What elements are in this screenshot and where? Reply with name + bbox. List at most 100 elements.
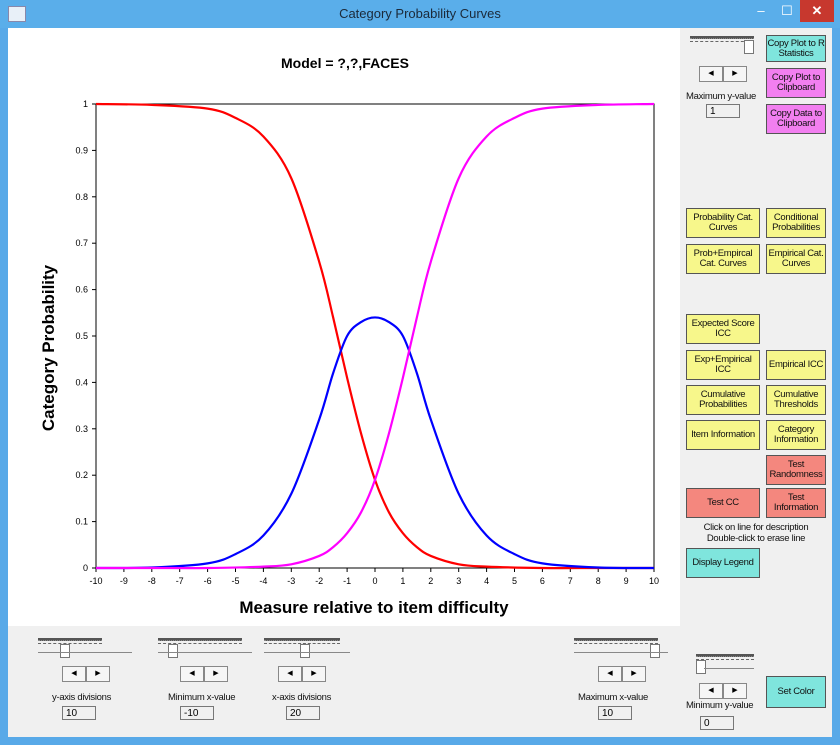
max-y-field[interactable]: 1	[706, 104, 740, 118]
chart-title: Model = ?,?,FACES	[281, 55, 409, 71]
probability-chart[interactable]: Model = ?,?,FACES Category Probability M…	[8, 28, 680, 626]
x-tick-label: -10	[89, 576, 102, 586]
conditional-probabilities-button[interactable]: Conditional Probabilities	[766, 208, 826, 238]
max-x-slider[interactable]	[574, 638, 668, 658]
copy-plot-clipboard-button[interactable]: Copy Plot to Clipboard	[766, 68, 826, 98]
close-button[interactable]: ✕	[800, 0, 834, 22]
y-tick-label: 1	[83, 99, 88, 109]
x-tick-label: -6	[204, 576, 212, 586]
min-y-spinner[interactable]: ◀ ▶	[699, 683, 749, 699]
arrow-right-icon[interactable]: ▶	[622, 666, 646, 682]
arrow-left-icon[interactable]: ◀	[699, 683, 723, 699]
x-tick-label: 6	[540, 576, 545, 586]
x-divisions-spinner[interactable]: ◀ ▶	[278, 666, 328, 682]
test-randomness-button[interactable]: Test Randomness	[766, 455, 826, 485]
prob-empirical-curves-button[interactable]: Prob+Empircal Cat. Curves	[686, 244, 760, 274]
hint-double-click: Double-click to erase line	[706, 533, 806, 544]
arrow-right-icon[interactable]: ▶	[723, 66, 747, 82]
chart-app-icon	[8, 6, 26, 22]
hint-click-line: Click on line for description	[703, 522, 809, 533]
x-tick-label: -5	[231, 576, 239, 586]
x-tick-label: 9	[624, 576, 629, 586]
title-bar[interactable]: Category Probability Curves – ☐ ✕	[0, 0, 840, 28]
x-axis-label: Measure relative to item difficulty	[239, 598, 509, 617]
x-tick-label: 3	[456, 576, 461, 586]
x-tick-label: 5	[512, 576, 517, 586]
min-y-label: Minimum y-value	[686, 700, 754, 711]
max-x-field[interactable]: 10	[598, 706, 632, 720]
maximize-button[interactable]: ☐	[781, 3, 793, 18]
arrow-left-icon[interactable]: ◀	[699, 66, 723, 82]
copy-plot-r-button[interactable]: Copy Plot to R Statistics	[766, 35, 826, 62]
exp-empirical-icc-button[interactable]: Exp+Empirical ICC	[686, 350, 760, 380]
arrow-right-icon[interactable]: ▶	[723, 683, 747, 699]
expected-score-icc-button[interactable]: Expected Score ICC	[686, 314, 760, 344]
category-information-button[interactable]: Category Information	[766, 420, 826, 450]
window-title: Category Probability Curves	[339, 6, 501, 21]
x-tick-label: -2	[315, 576, 323, 586]
empirical-cat-curves-button[interactable]: Empirical Cat. Curves	[766, 244, 826, 274]
min-x-slider[interactable]	[158, 638, 252, 658]
client-area: Model = ?,?,FACES Category Probability M…	[8, 28, 832, 737]
x-tick-label: -1	[343, 576, 351, 586]
x-divisions-slider[interactable]	[264, 638, 350, 658]
y-divisions-slider[interactable]	[38, 638, 132, 658]
arrow-right-icon[interactable]: ▶	[204, 666, 228, 682]
y-tick-label: 0.1	[75, 517, 88, 527]
test-cc-button[interactable]: Test CC	[686, 488, 760, 518]
empirical-icc-button[interactable]: Empirical ICC	[766, 350, 826, 380]
y-axis-label: Category Probability	[39, 264, 58, 431]
x-tick-label: 0	[372, 576, 377, 586]
plot-frame	[95, 103, 655, 569]
plot-area[interactable]: Model = ?,?,FACES Category Probability M…	[8, 28, 680, 626]
arrow-left-icon[interactable]: ◀	[598, 666, 622, 682]
x-tick-label: 1	[400, 576, 405, 586]
series-line-0[interactable]	[95, 102, 654, 570]
bottom-controls: ◀ ▶ y-axis divisions 10 ◀ ▶ Minimum x-va…	[8, 626, 680, 737]
y-divisions-spinner[interactable]: ◀ ▶	[62, 666, 112, 682]
min-x-field[interactable]: -10	[180, 706, 214, 720]
min-y-field[interactable]: 0	[700, 716, 734, 730]
x-tick-label: -7	[176, 576, 184, 586]
y-divisions-field[interactable]: 10	[62, 706, 96, 720]
item-information-button[interactable]: Item Information	[686, 420, 760, 450]
copy-data-clipboard-button[interactable]: Copy Data to Clipboard	[766, 104, 826, 134]
y-tick-label: 0.2	[75, 470, 88, 480]
minimize-button[interactable]: –	[757, 3, 765, 18]
x-tick-label: -8	[148, 576, 156, 586]
arrow-left-icon[interactable]: ◀	[180, 666, 204, 682]
max-y-label: Maximum y-value	[686, 91, 756, 102]
min-x-spinner[interactable]: ◀ ▶	[180, 666, 230, 682]
arrow-left-icon[interactable]: ◀	[278, 666, 302, 682]
min-x-label: Minimum x-value	[168, 692, 236, 703]
x-tick-label: -4	[259, 576, 267, 586]
min-y-slider[interactable]	[696, 654, 754, 674]
probability-cat-curves-button[interactable]: Probability Cat. Curves	[686, 208, 760, 238]
y-tick-label: 0.5	[75, 331, 88, 341]
x-tick-label: -3	[287, 576, 295, 586]
x-divisions-label: x-axis divisions	[272, 692, 332, 703]
y-divisions-label: y-axis divisions	[52, 692, 112, 703]
series-line-1[interactable]	[95, 316, 655, 570]
y-tick-label: 0	[83, 563, 88, 573]
cumulative-thresholds-button[interactable]: Cumulative Thresholds	[766, 385, 826, 415]
x-tick-label: 2	[428, 576, 433, 586]
max-y-spinner[interactable]: ◀ ▶	[699, 66, 749, 82]
x-tick-label: 10	[649, 576, 659, 586]
arrow-left-icon[interactable]: ◀	[62, 666, 86, 682]
arrow-right-icon[interactable]: ▶	[302, 666, 326, 682]
y-tick-label: 0.8	[75, 192, 88, 202]
cumulative-probabilities-button[interactable]: Cumulative Probabilities	[686, 385, 760, 415]
test-information-button[interactable]: Test Information	[766, 488, 826, 518]
display-legend-button[interactable]: Display Legend	[686, 548, 760, 578]
max-y-slider[interactable]	[690, 36, 754, 56]
x-divisions-field[interactable]: 20	[286, 706, 320, 720]
series-line-2[interactable]	[96, 102, 655, 570]
set-color-button[interactable]: Set Color	[766, 676, 826, 708]
y-tick-label: 0.4	[75, 377, 88, 387]
x-tick-label: 8	[596, 576, 601, 586]
y-tick-label: 0.3	[75, 424, 88, 434]
max-x-spinner[interactable]: ◀ ▶	[598, 666, 648, 682]
right-panel: ◀ ▶ Maximum y-value 1 Copy Plot to R Sta…	[680, 28, 832, 737]
arrow-right-icon[interactable]: ▶	[86, 666, 110, 682]
